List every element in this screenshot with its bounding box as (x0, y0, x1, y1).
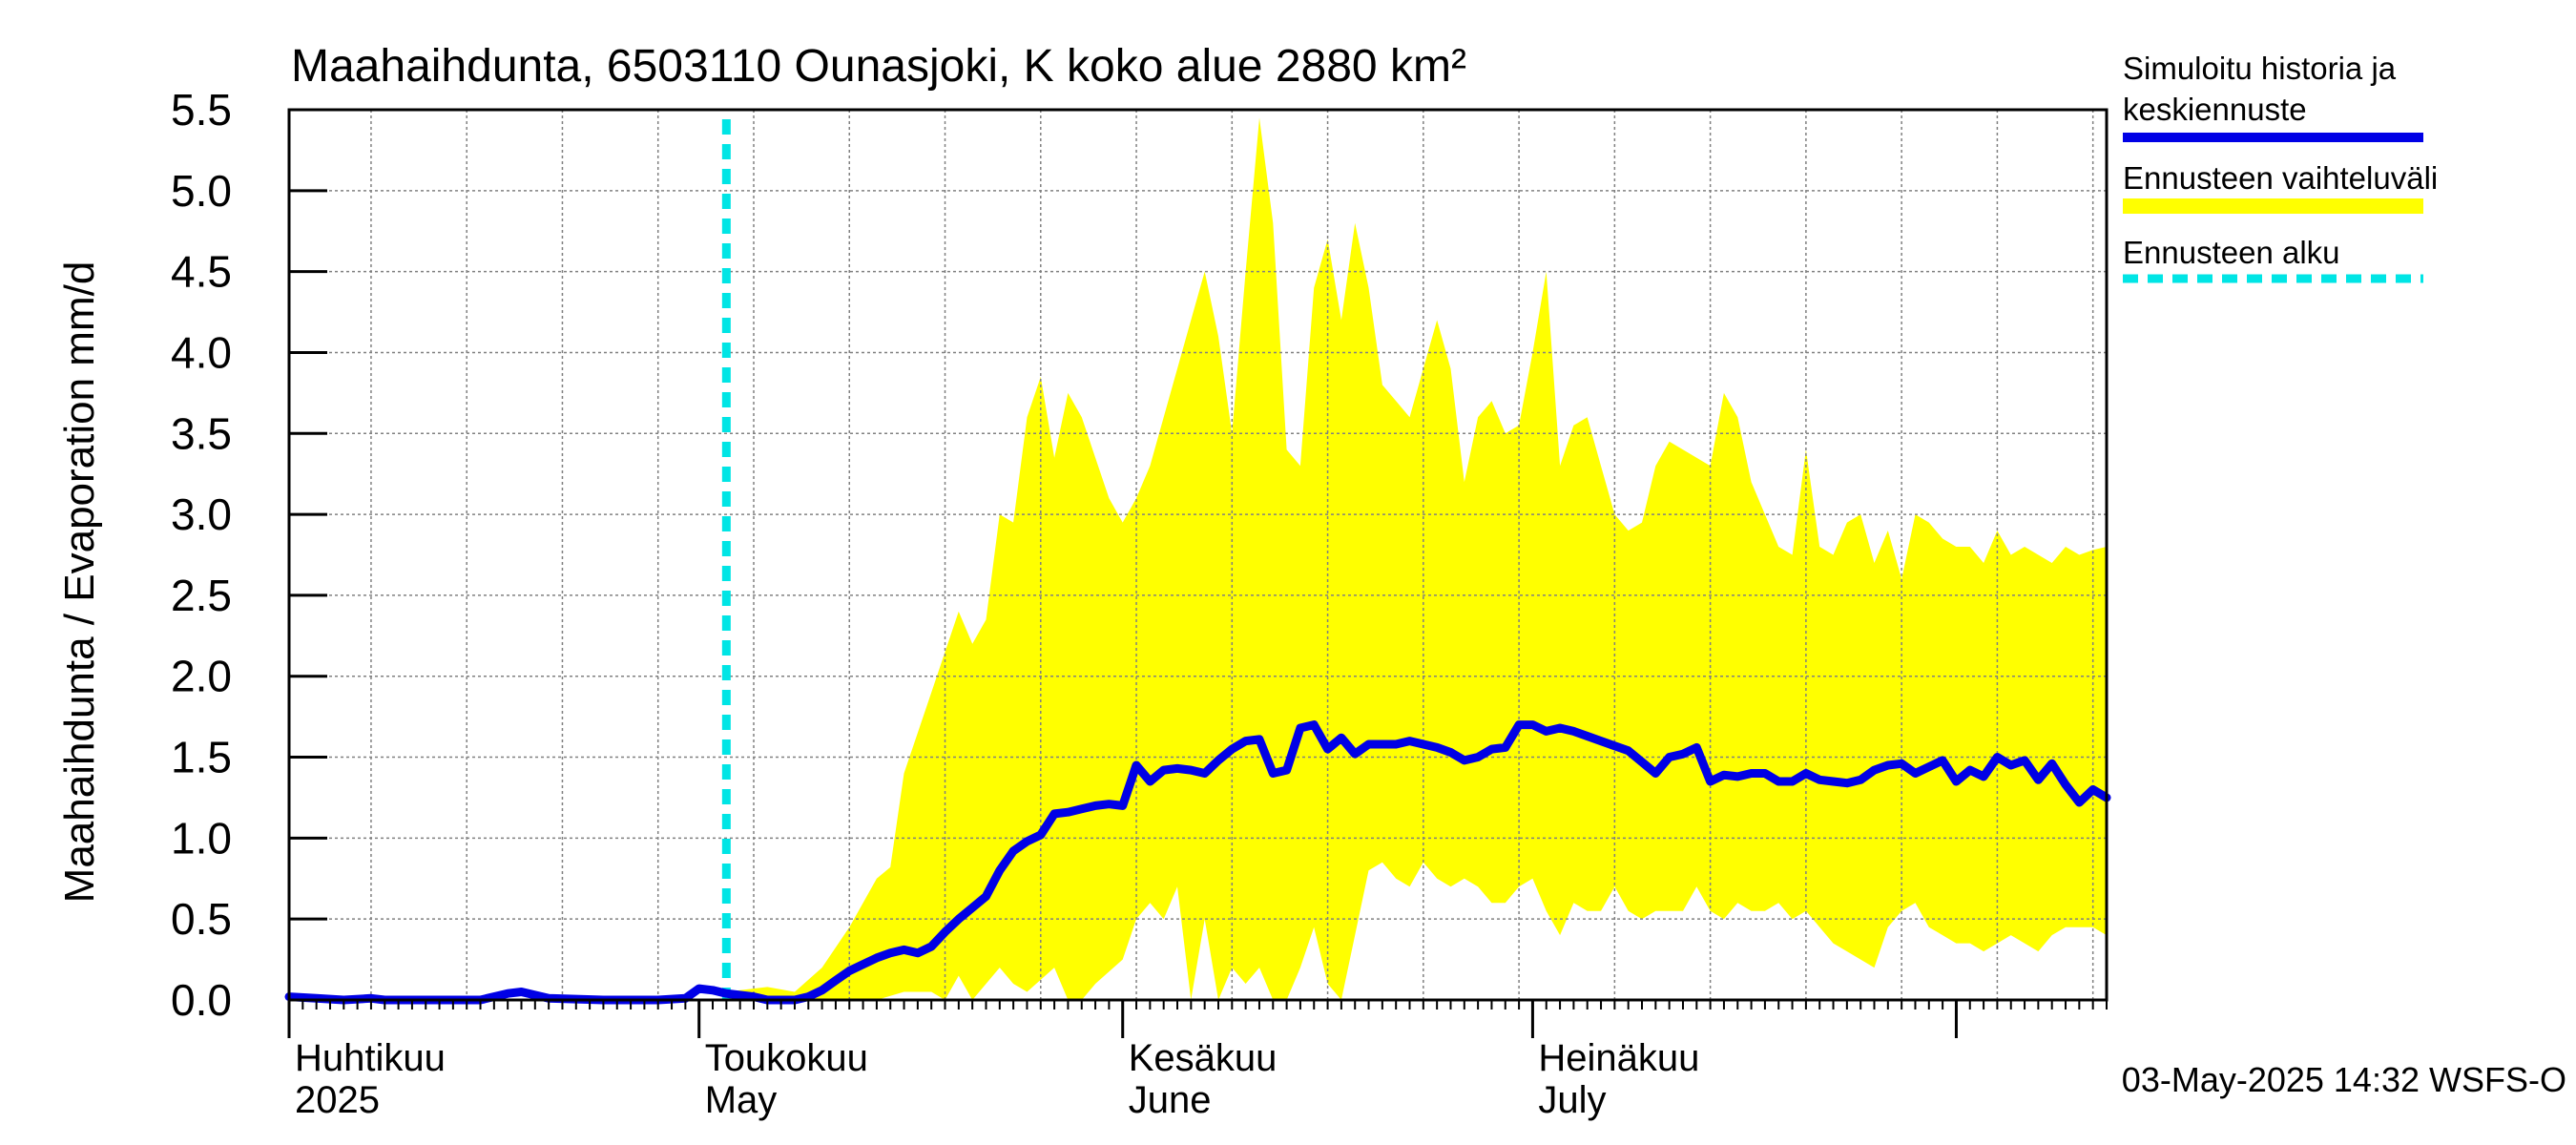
y-axis-label: Maahaihdunta / Evaporation mm/d (56, 261, 103, 904)
y-tick-label: 3.0 (171, 489, 232, 539)
x-month-label-fi: Heinäkuu (1538, 1037, 1699, 1079)
forecast-range-band-layer (726, 117, 2107, 1000)
x-month-label-en: 2025 (295, 1079, 380, 1121)
y-tick-label: 1.0 (171, 813, 232, 863)
plot-frame (287, 108, 2109, 1002)
legend-start-label: Ennusteen alku (2123, 235, 2340, 270)
legend-history-label-2: keskiennuste (2123, 92, 2307, 127)
y-tick-label: 4.5 (171, 247, 232, 297)
y-tick-label: 3.5 (171, 408, 232, 458)
y-tick-label: 0.0 (171, 975, 232, 1025)
chart-title: Maahaihdunta, 6503110 Ounasjoki, K koko … (291, 41, 1466, 92)
x-month-label-fi: Kesäkuu (1129, 1037, 1278, 1079)
y-tick-label: 0.5 (171, 894, 232, 944)
y-tick-label: 4.0 (171, 327, 232, 377)
forecast-range-band (726, 117, 2107, 1000)
legend-history-label-1: Simuloitu historia ja (2123, 51, 2397, 86)
y-tick-label: 2.5 (171, 571, 232, 620)
x-month-label-fi: Huhtikuu (295, 1037, 446, 1079)
legend-range-label: Ennusteen vaihteluväli (2123, 160, 2438, 196)
x-month-label-fi: Toukokuu (705, 1037, 868, 1079)
y-tick-label: 5.0 (171, 166, 232, 216)
x-month-label-en: July (1538, 1079, 1606, 1121)
footer-timestamp: 03-May-2025 14:32 WSFS-O (2122, 1060, 2566, 1099)
legend: Simuloitu historia ja keskiennuste Ennuste… (2123, 51, 2438, 283)
y-tick-label: 2.0 (171, 652, 232, 701)
axes-layer: 0.0 0.5 1.0 1.5 2.0 2.5 3.0 3.5 4.0 4.5 5.0 5.5 Huht… (171, 85, 2109, 1121)
x-month-label-en: May (705, 1079, 778, 1121)
x-month-label-en: June (1129, 1079, 1212, 1121)
y-tick-label: 5.5 (171, 85, 232, 135)
y-tick-label: 1.5 (171, 733, 232, 782)
